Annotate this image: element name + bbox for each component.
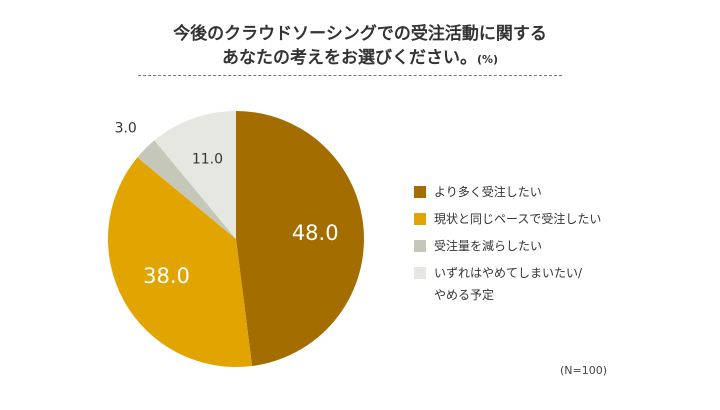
chart-title: 今後のクラウドソーシングでの受注活動に関する あなたの考えをお選びください。(%…	[0, 22, 720, 72]
sample-size-note: (N=100)	[560, 364, 608, 377]
chart-unit-label: (%)	[476, 53, 499, 66]
title-divider	[138, 75, 562, 76]
legend-label-4-line-2: やめる予定	[434, 288, 495, 302]
legend-label-1-line-1: より多く受注したい	[434, 185, 542, 199]
data-label-4: 11.0	[192, 152, 223, 168]
legend-label-2-line-1: 現状と同じペースで受注したい	[434, 212, 602, 226]
pie-slice-1	[236, 111, 364, 366]
pie-slice-3	[137, 140, 236, 239]
pie-slice-4	[154, 111, 236, 239]
legend-label-1: より多く受注したい	[434, 184, 542, 200]
legend-swatch-3	[414, 240, 426, 252]
data-label-2: 38.0	[143, 264, 190, 288]
legend-swatch-4	[414, 267, 426, 279]
chart-title-line-2-text: あなたの考えをお選びください。	[221, 48, 477, 68]
legend-label-3: 受注量を減らしたい	[434, 238, 542, 254]
legend-swatch-1	[414, 186, 426, 198]
legend-label-4: いずれはやめてしまいたい/やめる予定	[434, 265, 582, 303]
chart-title-line-1: 今後のクラウドソーシングでの受注活動に関する	[173, 24, 547, 44]
data-label-1: 48.0	[292, 221, 339, 245]
data-label-3: 3.0	[115, 121, 137, 137]
legend-swatch-2	[414, 213, 426, 225]
legend-label-4-line-1: いずれはやめてしまいたい/	[434, 266, 583, 280]
pie-slice-2	[107, 157, 253, 367]
chart-title-line-2: あなたの考えをお選びください。(%)	[0, 46, 720, 72]
legend-label-2: 現状と同じペースで受注したい	[434, 211, 601, 227]
legend-label-3-line-1: 受注量を減らしたい	[434, 239, 543, 253]
